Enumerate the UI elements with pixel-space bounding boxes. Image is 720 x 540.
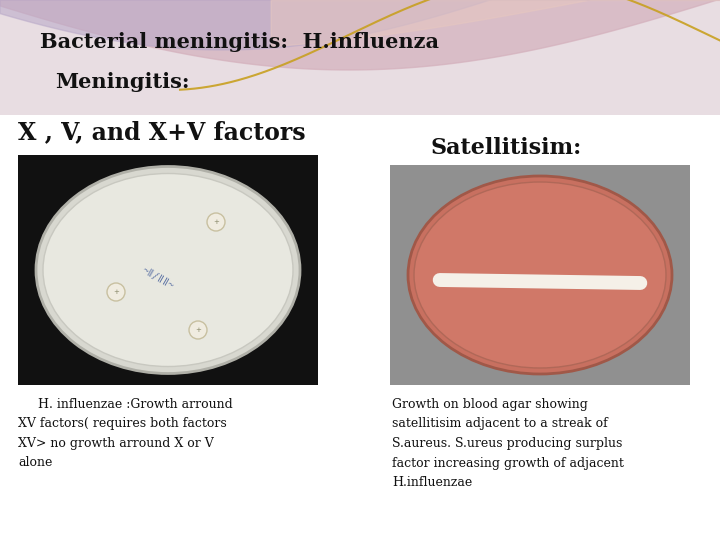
Text: ~ǁ/ǁǁ~: ~ǁ/ǁǁ~	[140, 265, 176, 291]
Circle shape	[189, 321, 207, 339]
Text: +: +	[113, 289, 119, 295]
Circle shape	[207, 213, 225, 231]
Text: Bacterial meningitis:  H.influenza: Bacterial meningitis: H.influenza	[40, 32, 439, 52]
Ellipse shape	[36, 166, 300, 374]
Ellipse shape	[408, 176, 672, 374]
FancyBboxPatch shape	[390, 165, 690, 385]
FancyBboxPatch shape	[0, 0, 720, 115]
FancyBboxPatch shape	[18, 155, 318, 385]
Text: H. influenzae :Growth arround
XV factors( requires both factors
XV> no growth ar: H. influenzae :Growth arround XV factors…	[18, 398, 233, 469]
Text: +: +	[195, 327, 201, 333]
Text: Meningitis:: Meningitis:	[55, 72, 189, 92]
Text: +: +	[213, 219, 219, 225]
Circle shape	[107, 283, 125, 301]
Ellipse shape	[414, 182, 666, 368]
Text: Satellitisim:: Satellitisim:	[430, 137, 581, 159]
Text: Growth on blood agar showing
satellitisim adjacent to a streak of
S.aureus. S.ur: Growth on blood agar showing satellitisi…	[392, 398, 624, 489]
Ellipse shape	[43, 173, 293, 367]
Text: X , V, and X+V factors: X , V, and X+V factors	[18, 120, 305, 144]
FancyBboxPatch shape	[0, 115, 720, 540]
